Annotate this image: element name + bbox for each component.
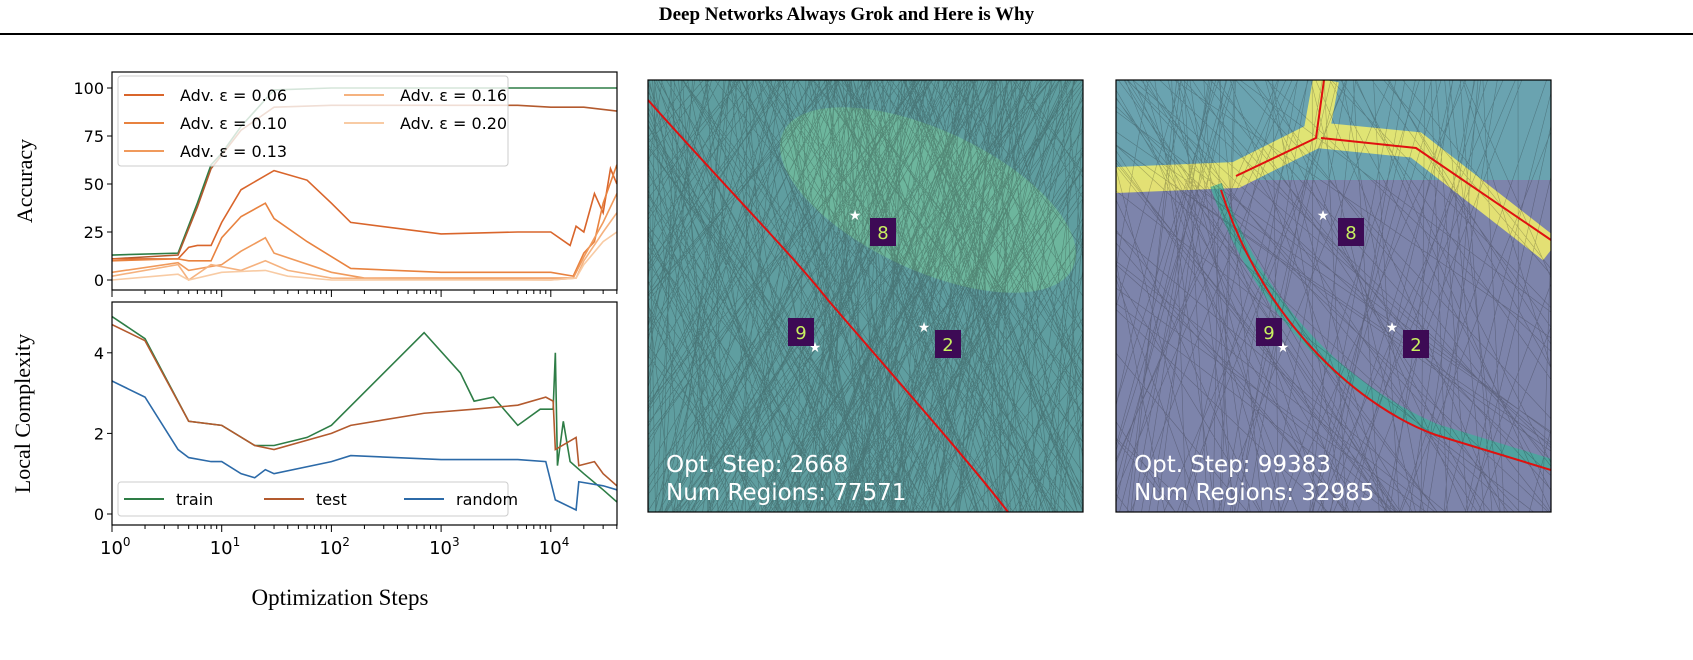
region-highlight	[780, 107, 1076, 293]
series-line-train	[112, 315, 617, 503]
y-tick-label: 25	[84, 223, 104, 242]
legend-label: train	[176, 490, 213, 509]
legend-label: Adv. ε = 0.10	[180, 114, 287, 133]
partition-lines	[1116, 80, 1551, 512]
decision-boundary	[648, 99, 1009, 512]
y-tick-label: 50	[84, 175, 104, 194]
x-tick-label: 100	[100, 535, 131, 559]
star-icon: ★	[1386, 320, 1399, 336]
panel-frame	[647, 79, 1084, 513]
legend-label: Adv. ε = 0.20	[400, 114, 507, 133]
legend	[117, 481, 509, 517]
digit-thumbnail	[935, 330, 961, 358]
digit-thumbnail	[1403, 330, 1429, 358]
legend	[117, 75, 509, 167]
num-regions-label: Num Regions: 32985	[1134, 480, 1374, 506]
series-line-random	[112, 380, 617, 512]
star-icon: ★	[1317, 208, 1330, 224]
digit-glyph: 9	[795, 323, 806, 344]
digit-glyph: 2	[1410, 335, 1421, 356]
header-rule	[0, 33, 1693, 35]
chart-1: 0 2 4 Local Complexity train test random 100 101…	[10, 301, 618, 610]
legend-label: Adv. ε = 0.16	[400, 86, 507, 105]
y-axis-label: Local Complexity	[10, 334, 35, 493]
num-regions-label: Num Regions: 77571	[666, 480, 906, 506]
series-line-test	[112, 323, 617, 487]
digit-thumbnail	[1338, 218, 1364, 246]
opt-step-label: Opt. Step: 2668	[666, 452, 848, 478]
digit-glyph: 2	[942, 335, 953, 356]
region-background	[648, 80, 1083, 512]
decision-boundary	[1220, 80, 1551, 471]
digit-glyph: 9	[1263, 323, 1274, 344]
digit-thumbnail	[788, 318, 814, 346]
y-tick-label: 75	[84, 127, 104, 146]
y-axis-label: Accuracy	[12, 139, 37, 223]
series-line-Adv. ε = 0.10	[112, 164, 617, 278]
y-tick-label: 100	[73, 79, 104, 98]
page-title: Deep Networks Always Grok and Here is Wh…	[658, 4, 1035, 25]
opt-step-label: Opt. Step: 99383	[1134, 452, 1331, 478]
series-line-Adv. ε = 0.20	[112, 231, 617, 281]
digit-thumbnail	[1256, 318, 1282, 346]
star-icon: ★	[918, 320, 931, 336]
series-line-Adv. ε = 0.13	[112, 193, 617, 279]
boundary-band-lower	[1210, 183, 1551, 471]
series-line-Adv. ε = 0.06	[112, 165, 617, 260]
y-tick-label: 0	[94, 505, 104, 524]
legend-label: random	[456, 490, 518, 509]
star-icon: ★	[849, 208, 862, 224]
y-tick-label: 0	[94, 271, 104, 290]
chart-0: 0 25 50 75 100 Accuracy Adv. ε = 0.06 Adv. ε = …	[12, 71, 618, 297]
legend-label: Adv. ε = 0.06	[180, 86, 287, 105]
y-tick-label: 2	[94, 424, 104, 443]
digit-thumbnail	[870, 218, 896, 246]
legend-label: test	[316, 490, 347, 509]
x-tick-label: 102	[319, 535, 350, 559]
legend-label: Adv. ε = 0.13	[180, 142, 287, 161]
panel-frame	[1115, 79, 1552, 513]
digit-glyph: 8	[1345, 223, 1356, 244]
y-tick-label: 4	[94, 344, 104, 363]
x-tick-label: 101	[210, 535, 241, 559]
x-tick-label: 104	[539, 535, 570, 559]
x-axis-label: Optimization Steps	[252, 585, 429, 610]
x-tick-label: 103	[429, 535, 460, 559]
digit-glyph: 8	[877, 223, 888, 244]
